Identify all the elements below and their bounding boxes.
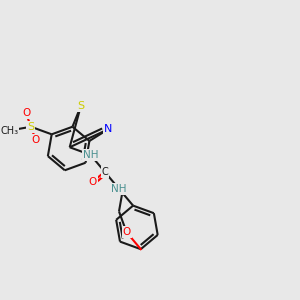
Text: CH₃: CH₃: [0, 126, 18, 136]
Text: O: O: [122, 227, 131, 237]
Text: O: O: [22, 108, 30, 118]
Text: O: O: [89, 177, 97, 187]
Text: NH: NH: [83, 150, 98, 160]
Text: O: O: [32, 135, 40, 145]
Text: S: S: [77, 101, 84, 111]
Text: C: C: [101, 167, 108, 177]
Text: N: N: [104, 124, 112, 134]
Text: NH: NH: [111, 184, 127, 194]
Text: S: S: [27, 122, 34, 132]
